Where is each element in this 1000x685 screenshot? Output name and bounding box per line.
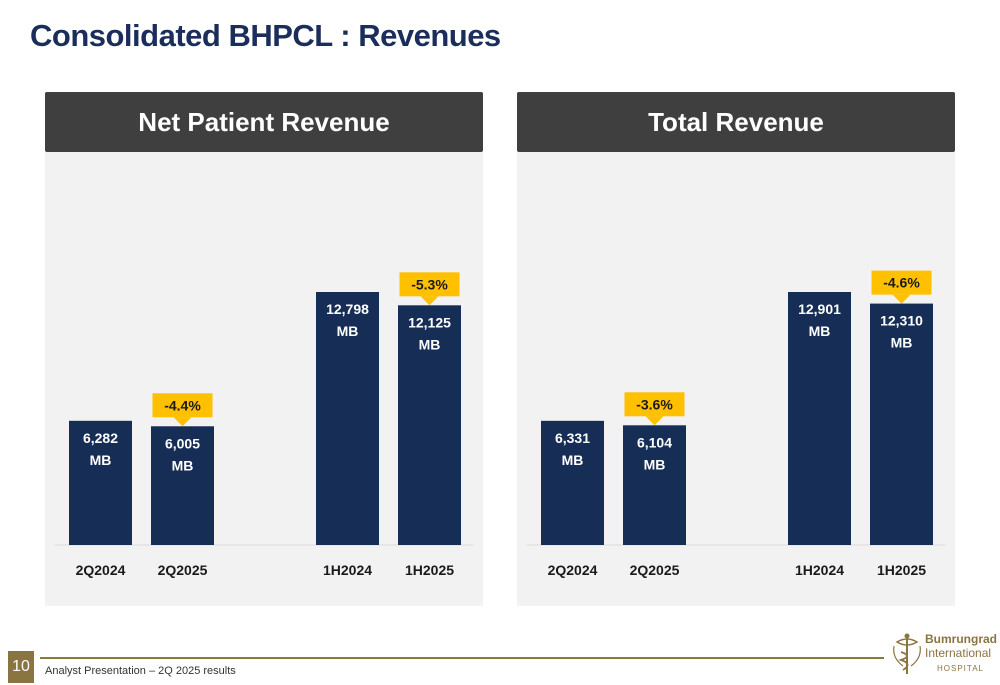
bar-1h2024 xyxy=(788,292,851,545)
bar-1h2025 xyxy=(398,305,461,545)
bar-unit-label: MB xyxy=(562,452,584,468)
logo-subtitle: International xyxy=(925,646,992,660)
change-badge xyxy=(871,270,932,295)
bar-unit-label: MB xyxy=(891,335,913,351)
category-label: 1H2024 xyxy=(323,562,372,578)
bar-unit-label: MB xyxy=(644,456,666,472)
change-label: -5.3% xyxy=(411,276,448,292)
total-revenue-panel: Total Revenue 6,331 MB 2Q2024 6,104 MB 2Q2025… xyxy=(517,92,955,606)
total-revenue-chart: 6,331 MB 2Q2024 6,104 MB 2Q2025 12,901 MB 1H2024… xyxy=(527,270,945,578)
change-badge xyxy=(152,393,213,418)
bar-value-label: 12,798 xyxy=(326,301,369,317)
category-label: 2Q2024 xyxy=(548,562,598,578)
bar-value-label: 6,005 xyxy=(165,435,200,451)
bar-2q2025 xyxy=(623,425,686,545)
bar-2q2024 xyxy=(541,420,604,545)
net-patient-revenue-chart: 6,282 MB 2Q2024 6,005 MB 2Q2025 12,798 MB 1H2024… xyxy=(55,272,473,578)
footer-text: Analyst Presentation – 2Q 2025 results xyxy=(45,665,236,677)
bar-2q2024 xyxy=(69,420,132,545)
category-label: 1H2025 xyxy=(877,562,926,578)
bar-value-label: 12,310 xyxy=(880,313,923,329)
page-title: Consolidated BHPCL : Revenues xyxy=(30,18,501,53)
category-label: 2Q2025 xyxy=(158,562,208,578)
change-label: -4.4% xyxy=(164,397,201,413)
change-badge xyxy=(624,392,685,417)
bar-unit-label: MB xyxy=(419,336,441,352)
category-label: 2Q2025 xyxy=(630,562,680,578)
hospital-logo: Bumrungrad International HOSPITAL xyxy=(889,630,997,680)
bar-2q2025 xyxy=(151,426,214,545)
bar-value-label: 6,104 xyxy=(637,434,672,450)
category-label: 2Q2024 xyxy=(76,562,126,578)
bar-value-label: 6,282 xyxy=(83,430,118,446)
logo-name: Bumrungrad xyxy=(925,632,997,646)
bar-1h2024 xyxy=(316,292,379,545)
chart-title: Net Patient Revenue xyxy=(45,92,483,152)
change-badge xyxy=(399,272,460,297)
change-arrow-icon xyxy=(645,416,664,426)
bar-value-label: 12,125 xyxy=(408,314,451,330)
logo-hospital: HOSPITAL xyxy=(937,664,984,673)
bar-value-label: 12,901 xyxy=(798,301,841,317)
change-label: -3.6% xyxy=(636,396,673,412)
bar-1h2025 xyxy=(870,303,933,545)
caduceus-icon xyxy=(893,633,921,674)
category-label: 1H2025 xyxy=(405,562,454,578)
bar-value-label: 6,331 xyxy=(555,430,590,446)
change-label: -4.6% xyxy=(883,275,920,291)
bar-unit-label: MB xyxy=(809,323,831,339)
net-patient-revenue-panel: Net Patient Revenue 6,282 MB 2Q2024 6,005 MB… xyxy=(45,92,483,606)
page-number: 10 xyxy=(8,651,34,683)
chart-title: Total Revenue xyxy=(517,92,955,152)
category-label: 1H2024 xyxy=(795,562,844,578)
change-arrow-icon xyxy=(173,417,192,427)
bar-unit-label: MB xyxy=(337,323,359,339)
bar-unit-label: MB xyxy=(172,457,194,473)
bar-unit-label: MB xyxy=(90,452,112,468)
footer-divider xyxy=(40,657,884,659)
change-arrow-icon xyxy=(420,296,439,306)
change-arrow-icon xyxy=(892,294,911,304)
